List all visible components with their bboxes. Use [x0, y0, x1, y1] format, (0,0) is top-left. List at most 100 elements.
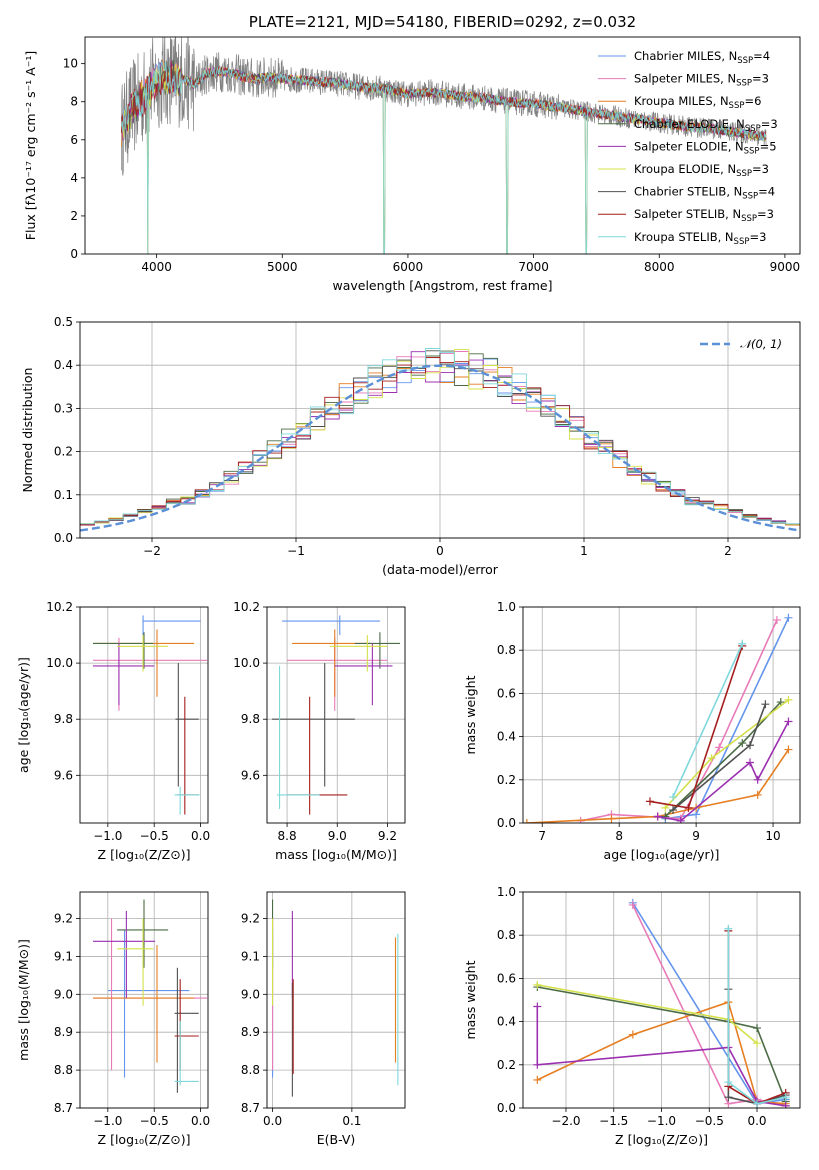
y-tick-label: 0.0 — [497, 816, 516, 830]
histogram-8 — [80, 348, 800, 525]
panel-age_vs_Z: −1.0 −0.5 0.0 9.6 9.8 10.0 10.2 Z [log₁₀(Z/Z⊙)]… — [16, 600, 210, 862]
x-tick-label: −1 — [287, 544, 305, 558]
y-tick-label: 1.0 — [497, 600, 516, 614]
y-tick-label: 9.1 — [241, 949, 260, 963]
weight-marker — [784, 717, 793, 726]
y-tick-label: 0.2 — [497, 773, 516, 787]
x-tick-label: 8 — [615, 829, 623, 843]
weight-marker — [533, 1075, 542, 1084]
x-tick-label: 9.2 — [378, 829, 397, 843]
y-axis-label: age [log₁₀(age/yr)] — [16, 657, 31, 773]
x-tick-label: 4000 — [141, 260, 172, 274]
x-tick-label: 7 — [538, 829, 546, 843]
x-tick-label: 9 — [692, 829, 700, 843]
x-axis-label: Z [log₁₀(Z/Z⊙)] — [98, 847, 191, 862]
weight-marker — [753, 1024, 762, 1033]
weight-marker — [607, 814, 616, 823]
axes-frame — [79, 321, 801, 539]
y-tick-label: 10.2 — [46, 600, 73, 614]
weight-marker — [653, 812, 662, 821]
x-tick-label: −1.5 — [599, 1114, 628, 1128]
y-tick-label: 9.6 — [241, 768, 260, 782]
x-tick-label: −1.0 — [647, 1114, 676, 1128]
plot-area-mass_vs_Z — [92, 899, 208, 1093]
weight-marker — [684, 803, 693, 812]
axes-frame — [266, 891, 406, 1109]
legend-entry-2: Kroupa MILES, NSSP=6 — [634, 94, 761, 111]
legend-entry-8: Kroupa STELIB, NSSP=3 — [634, 230, 766, 247]
y-tick-label: 8 — [70, 95, 78, 109]
y-tick-label: 9.8 — [54, 712, 73, 726]
panel-weight_vs_Z: −2.0 −1.5 −1.0 −0.5 0.0 0.0 0.2 0.4 0.6 0.8 1.0 Z [… — [463, 885, 801, 1147]
x-tick-label: 2 — [724, 544, 732, 558]
legend-entry-4: Salpeter ELODIE, NSSP=5 — [634, 139, 777, 156]
y-tick-label: 0.1 — [54, 488, 73, 502]
axes-frame — [522, 606, 801, 824]
weight-marker — [676, 816, 685, 823]
axes-frame — [79, 606, 209, 824]
x-tick-label: 0.0 — [191, 829, 210, 843]
legend-entry-gaussian: 𝒩(0, 1) — [740, 337, 782, 351]
y-axis-label: mass [log₁₀(M/M⊙)] — [16, 939, 31, 1061]
y-tick-label: 8.7 — [54, 1101, 73, 1115]
weight-marker — [533, 980, 542, 989]
legend-entry-0: Chabrier MILES, NSSP=4 — [634, 49, 770, 66]
x-tick-label: 7000 — [518, 260, 549, 274]
plot-area-age_vs_Z — [92, 615, 208, 815]
y-tick-label: 0.4 — [54, 358, 73, 372]
y-tick-label: 9.1 — [54, 949, 73, 963]
y-tick-label: 10.0 — [46, 656, 73, 670]
x-tick-label: 0.0 — [191, 1114, 210, 1128]
y-tick-label: 0.4 — [497, 1015, 516, 1029]
weight-marker — [753, 1039, 762, 1048]
legend-entry-3: Chabrier ELODIE, NSSP=3 — [634, 117, 778, 134]
weight-marker — [523, 819, 531, 823]
x-tick-label: 0.1 — [342, 1114, 361, 1128]
weight-line-8 — [672, 643, 744, 798]
x-tick-label: 0.0 — [747, 1114, 766, 1128]
weight-marker — [784, 695, 793, 704]
weight-line-3 — [537, 986, 787, 1102]
weight-marker — [669, 793, 678, 802]
x-tick-label: 9000 — [770, 260, 801, 274]
weight-marker — [724, 1093, 733, 1102]
y-tick-label: 0.6 — [497, 971, 516, 985]
weight-marker — [724, 924, 733, 933]
y-tick-label: 2 — [70, 209, 78, 223]
y-axis-label: Normed distribution — [20, 368, 35, 493]
y-tick-label: 0.8 — [497, 643, 516, 657]
axes-frame — [84, 36, 801, 255]
panel-mass_vs_ebv: 0.0 0.1 8.7 8.8 8.9 9.0 9.1 9.2 E(B-V) — [241, 891, 406, 1147]
y-tick-label: 0.2 — [54, 445, 73, 459]
y-tick-label: 8.9 — [241, 1025, 260, 1039]
x-axis-label: mass [log₁₀(M/M⊙)] — [275, 847, 397, 862]
panel-age_vs_mass: 8.8 9.0 9.2 9.6 9.8 10.0 10.2 mass [log₁₀(M/M⊙)… — [233, 600, 406, 862]
weight-marker — [781, 1093, 790, 1102]
x-axis-label: Z [log₁₀(Z/Z⊙)] — [615, 1132, 708, 1147]
x-tick-label: 0 — [436, 544, 444, 558]
y-tick-label: 9.6 — [54, 768, 73, 782]
weight-marker — [645, 797, 654, 806]
weight-marker — [707, 754, 716, 763]
y-tick-label: 8.9 — [54, 1025, 73, 1039]
plot-area-mass_vs_ebv — [272, 899, 399, 1097]
x-tick-label: 9.0 — [328, 829, 347, 843]
weight-marker — [784, 745, 793, 754]
y-tick-label: 6 — [70, 133, 78, 147]
weight-marker — [761, 700, 770, 709]
y-tick-label: 9.0 — [54, 987, 73, 1001]
plot-area-weight_vs_age — [523, 613, 793, 823]
legend-entry-1: Salpeter MILES, NSSP=3 — [634, 72, 769, 89]
weight-marker — [715, 743, 724, 752]
y-tick-label: 0.3 — [54, 401, 73, 415]
plot-area-weight_vs_Z — [533, 898, 790, 1108]
x-tick-label: 5000 — [267, 260, 298, 274]
weight-line-8 — [727, 928, 786, 1105]
weight-marker — [533, 1060, 542, 1069]
x-axis-label: E(B-V) — [317, 1132, 356, 1147]
chart-title: PLATE=2121, MJD=54180, FIBERID=0292, z=0… — [249, 13, 636, 31]
y-tick-label: 0 — [70, 247, 78, 261]
y-tick-label: 9.8 — [241, 712, 260, 726]
y-tick-label: 4 — [70, 171, 78, 185]
weight-marker — [738, 639, 747, 648]
